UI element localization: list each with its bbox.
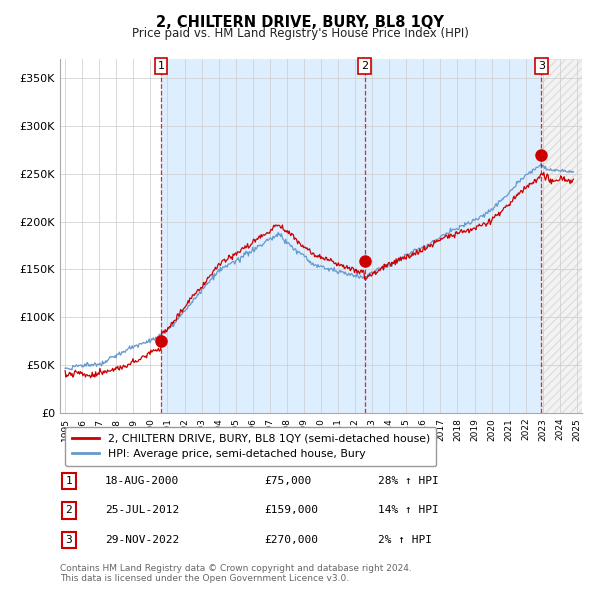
- Bar: [541, 59, 586, 413]
- Text: 14% ↑ HPI: 14% ↑ HPI: [378, 506, 439, 515]
- Text: £159,000: £159,000: [264, 506, 318, 515]
- Text: £270,000: £270,000: [264, 535, 318, 545]
- Text: Contains HM Land Registry data © Crown copyright and database right 2024.
This d: Contains HM Land Registry data © Crown c…: [60, 563, 412, 583]
- Text: 1: 1: [65, 476, 73, 486]
- Text: 2% ↑ HPI: 2% ↑ HPI: [378, 535, 432, 545]
- Text: 2: 2: [361, 61, 368, 71]
- Text: 25-JUL-2012: 25-JUL-2012: [105, 506, 179, 515]
- Bar: [365, 59, 541, 413]
- Text: 2: 2: [65, 506, 73, 515]
- Bar: [161, 59, 365, 413]
- Text: 2, CHILTERN DRIVE, BURY, BL8 1QY: 2, CHILTERN DRIVE, BURY, BL8 1QY: [156, 15, 444, 30]
- Text: Price paid vs. HM Land Registry's House Price Index (HPI): Price paid vs. HM Land Registry's House …: [131, 27, 469, 40]
- Text: 18-AUG-2000: 18-AUG-2000: [105, 476, 179, 486]
- Text: 29-NOV-2022: 29-NOV-2022: [105, 535, 179, 545]
- Legend: 2, CHILTERN DRIVE, BURY, BL8 1QY (semi-detached house), HPI: Average price, semi: 2, CHILTERN DRIVE, BURY, BL8 1QY (semi-d…: [65, 427, 436, 466]
- Text: £75,000: £75,000: [264, 476, 311, 486]
- Text: 1: 1: [158, 61, 164, 71]
- Text: 3: 3: [538, 61, 545, 71]
- Text: 28% ↑ HPI: 28% ↑ HPI: [378, 476, 439, 486]
- Text: 3: 3: [65, 535, 73, 545]
